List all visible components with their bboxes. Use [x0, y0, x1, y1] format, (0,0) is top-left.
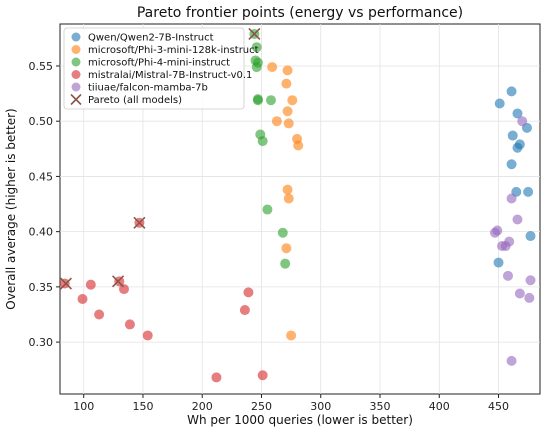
legend-label: microsoft/Phi-4-mini-instruct [88, 58, 230, 69]
data-point-series-2 [262, 204, 273, 215]
legend-marker [71, 45, 81, 54]
data-point-series-3 [124, 319, 135, 330]
data-point-series-0 [512, 142, 523, 153]
y-tick-label: 0.35 [29, 281, 54, 294]
legend-marker [71, 32, 81, 42]
data-point-series-0 [523, 186, 534, 197]
x-tick-label: 150 [132, 400, 153, 413]
pareto-marker [59, 277, 72, 290]
data-point-series-3 [243, 287, 254, 298]
legend-marker [71, 82, 81, 92]
data-point-series-3 [142, 330, 153, 341]
data-point-series-2 [280, 258, 291, 269]
data-point-series-3 [85, 279, 96, 290]
data-point-series-1 [281, 243, 292, 254]
data-point-series-2 [252, 94, 263, 105]
data-point-series-0 [506, 86, 517, 97]
legend-entry: mistralai/Mistral-7B-Instruct-v0.1 [71, 70, 252, 81]
data-point-series-1 [281, 78, 292, 89]
pareto-marker [248, 27, 261, 41]
x-tick-label: 100 [73, 400, 94, 413]
data-point-series-4 [506, 355, 517, 366]
data-point-series-0 [506, 159, 517, 170]
x-tick-label: 450 [488, 400, 509, 413]
x-axis-label: Wh per 1000 queries (lower is better) [187, 413, 413, 427]
legend-entry: microsoft/Phi-3-mini-128k-instruct [71, 45, 259, 56]
data-point-series-1 [286, 330, 297, 341]
data-point-series-4 [514, 288, 525, 299]
legend-marker [71, 70, 81, 79]
legend-label: microsoft/Phi-3-mini-128k-instruct [88, 45, 259, 56]
data-point-series-3 [119, 284, 129, 295]
data-point-series-4 [517, 116, 528, 127]
data-point-series-3 [59, 278, 70, 289]
data-point-series-0 [512, 108, 523, 119]
data-point-series-3 [114, 276, 125, 287]
y-tick-label: 0.30 [29, 336, 54, 349]
data-point-series-4 [506, 193, 517, 204]
data-point-series-2 [277, 227, 288, 238]
data-point-series-2 [251, 42, 262, 53]
legend-label: tiiuae/falcon-mamba-7b [88, 83, 208, 94]
data-point-series-2 [265, 95, 276, 106]
data-point-series-2 [251, 62, 262, 73]
legend-marker [71, 57, 81, 67]
data-point-series-1 [283, 118, 294, 129]
data-point-series-3 [94, 309, 105, 320]
y-tick-label: 0.50 [29, 115, 54, 128]
data-point-series-1 [293, 140, 304, 151]
legend-label: Qwen/Qwen2-7B-Instruct [88, 33, 214, 44]
data-point-series-3 [257, 370, 268, 381]
pareto-markers [59, 27, 261, 290]
legend: Qwen/Qwen2-7B-Instructmicrosoft/Phi-3-mi… [63, 27, 259, 110]
legend-box [63, 27, 245, 110]
legend-entry: microsoft/Phi-4-mini-instruct [71, 57, 230, 69]
data-point-series-4 [503, 270, 513, 281]
data-point-series-4 [512, 214, 523, 225]
x-tick-label: 200 [192, 400, 213, 413]
axis-ticks: 100 150 200 250 300 350 400 450 0.30 0.35 0.40 0.45… [29, 60, 510, 413]
x-tick-label: 250 [251, 400, 272, 413]
data-point-series-1 [282, 65, 293, 76]
data-point-series-1 [282, 106, 293, 117]
x-tick-label: 400 [429, 400, 450, 413]
data-point-series-1 [271, 116, 282, 127]
data-point-series-0 [507, 130, 518, 141]
data-point-series-0 [525, 231, 536, 242]
data-point-series-3 [77, 294, 88, 305]
y-tick-label: 0.40 [29, 226, 54, 239]
legend-entry: Qwen/Qwen2-7B-Instruct [71, 32, 214, 44]
data-point-series-4 [525, 275, 536, 286]
legend-label: mistralai/Mistral-7B-Instruct-v0.1 [88, 70, 252, 81]
data-point-series-2 [257, 136, 268, 147]
data-point-series-1 [267, 62, 278, 73]
legend-entry: tiiuae/falcon-mamba-7b [71, 82, 208, 94]
pareto-marker [112, 275, 125, 288]
y-axis-label: Overall average (higher is better) [4, 108, 18, 309]
data-point-series-3 [239, 305, 250, 316]
data-point-series-4 [489, 227, 500, 238]
data-point-series-1 [282, 184, 293, 195]
data-point-series-4 [500, 241, 511, 251]
data-point-series-0 [494, 98, 505, 109]
data-point-series-3 [211, 372, 222, 383]
data-point-series-1 [287, 95, 298, 106]
data-point-series-4 [524, 292, 535, 303]
chart-title: Pareto frontier points (energy vs perfor… [137, 5, 463, 21]
pareto-marker [133, 216, 146, 229]
legend-label: Pareto (all models) [88, 95, 182, 106]
legend-marker [70, 93, 82, 106]
x-tick-label: 300 [310, 400, 331, 413]
y-tick-label: 0.55 [29, 60, 54, 73]
x-tick-label: 350 [370, 400, 391, 413]
y-tick-label: 0.45 [29, 170, 54, 183]
data-point-series-1 [283, 193, 294, 204]
data-point-series-0 [493, 257, 504, 268]
legend-entry: Pareto (all models) [70, 93, 182, 106]
